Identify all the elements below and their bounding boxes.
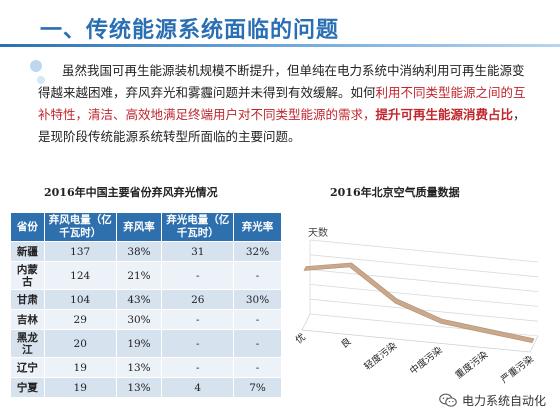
cell: 137 xyxy=(43,241,117,262)
cell: - xyxy=(233,357,282,378)
cell: 30% xyxy=(115,309,163,330)
table-row: 内蒙古 124 21% - - xyxy=(10,261,282,290)
footer-text: 电力系统自动化 xyxy=(461,394,546,408)
cell: 19% xyxy=(115,329,163,358)
paragraph-part-4: ，是现阶段传统能源系统转型所面临的主要问题。 xyxy=(38,107,526,144)
gridline xyxy=(309,239,539,263)
cell-province: 新疆 xyxy=(10,241,45,262)
x-tick-label: 中度污染 xyxy=(407,344,445,377)
paragraph-part-1: 虽然我国可再生能源装机规模不断提升，但单纯在电力系统中消纳利用可再生能源变得越来… xyxy=(38,63,525,100)
col-header: 弃光电量（亿千瓦时） xyxy=(161,212,235,242)
cell: 7% xyxy=(233,377,282,398)
floor-front-edge xyxy=(301,329,531,353)
cell-province: 甘肃 xyxy=(10,289,45,310)
table-row: 新疆 137 38% 31 32% xyxy=(10,241,282,262)
table-row: 吉林 29 30% - - xyxy=(10,309,282,330)
cell-province: 宁夏 xyxy=(10,377,45,398)
cell: 26 xyxy=(161,289,235,310)
air-quality-chart-svg: 天数 优 良轻度污染 中度污染 重度污染 严重污染 xyxy=(293,226,539,386)
cell: 38% xyxy=(115,241,163,262)
cell: 43% xyxy=(115,289,163,310)
cell: 19 xyxy=(43,377,117,398)
title-underline xyxy=(0,44,560,47)
chart-x-labels: 优 良轻度污染 中度污染 重度污染 严重污染 xyxy=(293,331,536,386)
table-row: 甘肃 104 43% 26 30% xyxy=(10,289,282,310)
cell: 29 xyxy=(43,309,117,330)
cell: 21% xyxy=(115,261,163,290)
gridline xyxy=(309,298,539,322)
page-title: 一、传统能源系统面临的问题 xyxy=(40,18,340,43)
bullet-dot-small xyxy=(37,76,45,84)
cell: 13% xyxy=(115,357,163,378)
floor-edge xyxy=(529,335,539,353)
cell: - xyxy=(161,261,235,290)
col-header: 弃光率 xyxy=(233,212,282,242)
cell: 20 xyxy=(43,329,117,358)
footer-brand: 电力系统自动化 xyxy=(439,392,546,409)
cell: 19 xyxy=(43,357,117,378)
cell: - xyxy=(233,309,282,330)
cell: - xyxy=(161,357,235,378)
cell-province: 黑龙江 xyxy=(10,329,45,358)
curtailment-table: 省份 弃风电量（亿千瓦时） 弃风率 弃光电量（亿千瓦时） 弃光率 新疆 137 … xyxy=(10,212,282,398)
col-header: 弃风率 xyxy=(115,212,163,242)
cell: 30% xyxy=(233,289,282,310)
cell: - xyxy=(161,329,235,358)
cell: 32% xyxy=(233,241,282,262)
paragraph-highlight: 利用不同类型能源之间的互补特性，清洁、高效地满足终端用户对不同类型能源的需求， xyxy=(38,85,526,122)
col-header: 弃风电量（亿千瓦时） xyxy=(43,212,117,242)
table-row: 辽宁 19 13% - - xyxy=(10,357,282,378)
x-tick-label: 良 xyxy=(339,335,354,351)
intro-paragraph: 虽然我国可再生能源装机规模不断提升，但单纯在电力系统中消纳利用可再生能源变得越来… xyxy=(38,60,534,148)
chart-caption: 2016年北京空气质量数据 xyxy=(330,186,460,199)
x-tick-label: 轻度污染 xyxy=(362,339,400,372)
cell-province: 吉林 xyxy=(10,309,45,330)
series-ribbon xyxy=(303,262,535,344)
cell: - xyxy=(161,309,235,330)
cell: - xyxy=(233,261,282,290)
air-quality-chart: 天数 优 良轻度污染 中度污染 重度污染 严重污染 xyxy=(290,210,560,386)
cell: 31 xyxy=(161,241,235,262)
paragraph-highlight-bold: 提升可再生能源消费占比 xyxy=(375,107,514,122)
bullet-decoration xyxy=(28,56,50,96)
floor-edge xyxy=(301,313,311,331)
col-header: 省份 xyxy=(10,212,45,242)
table-row: 黑龙江 20 19% - - xyxy=(10,329,282,358)
cell-province: 内蒙古 xyxy=(10,261,45,290)
cell: 104 xyxy=(43,289,117,310)
y-axis-label: 天数 xyxy=(308,226,328,239)
gridline xyxy=(309,284,539,307)
table-header-row: 省份 弃风电量（亿千瓦时） 弃风率 弃光电量（亿千瓦时） 弃光率 xyxy=(10,212,282,242)
wechat-icon xyxy=(439,393,457,407)
x-tick-label: 严重污染 xyxy=(499,353,537,386)
x-tick-label: 重度污染 xyxy=(453,348,491,381)
table-caption: 2016年中国主要省份弃风弃光情况 xyxy=(44,186,218,199)
bullet-dot-large xyxy=(30,60,42,72)
chart-series xyxy=(303,262,535,344)
cell: 4 xyxy=(161,377,235,398)
gridline xyxy=(309,269,539,292)
cell: 13% xyxy=(115,377,163,398)
cell-province: 辽宁 xyxy=(10,357,45,378)
x-tick-label: 优 xyxy=(293,331,308,347)
cell: 124 xyxy=(43,261,117,290)
cell: - xyxy=(233,329,282,358)
gridline xyxy=(309,254,539,278)
table-row: 宁夏 19 13% 4 7% xyxy=(10,377,282,398)
